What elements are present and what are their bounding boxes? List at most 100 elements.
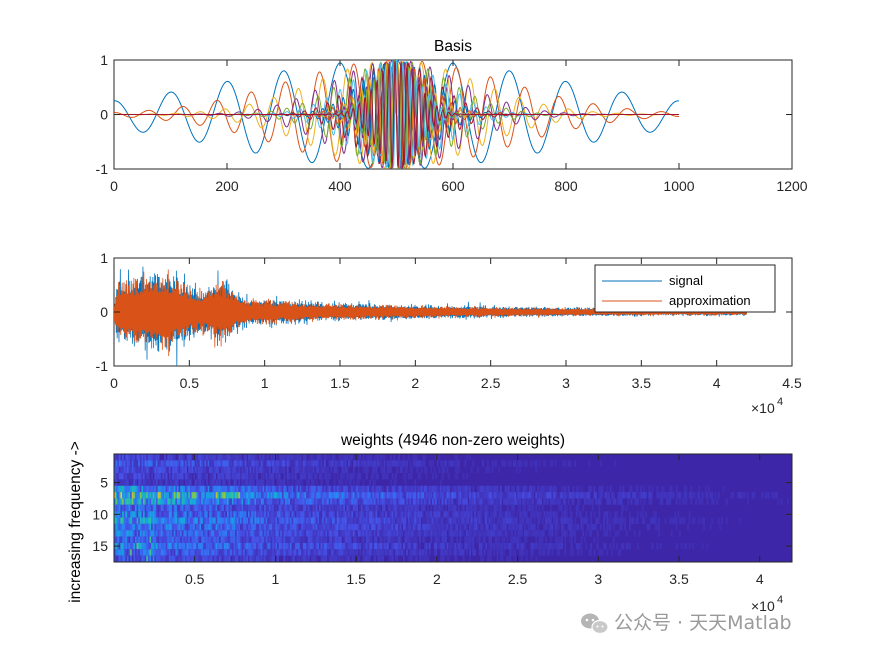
heatmap-cell — [536, 523, 539, 531]
heatmap-cell — [306, 530, 309, 537]
heatmap-cell — [362, 485, 365, 493]
heatmap-cell — [622, 517, 625, 524]
signal-series — [114, 266, 748, 366]
heatmap-cell — [138, 530, 141, 537]
heatmap-cell — [259, 454, 262, 461]
heatmap-cell — [336, 523, 339, 531]
heatmap-cell — [214, 498, 216, 505]
heatmap-cell — [126, 479, 129, 486]
heatmap-cell — [390, 498, 392, 505]
heatmap-cell — [141, 498, 144, 505]
heatmap-cell — [494, 536, 497, 543]
heatmap-cell — [315, 511, 318, 518]
heatmap-cell — [277, 485, 279, 493]
heatmap-cell — [223, 523, 226, 531]
heatmap-cell — [617, 549, 620, 556]
heatmap-cell — [404, 473, 407, 480]
heatmap-cell — [470, 523, 473, 531]
heatmap-cell — [193, 492, 196, 499]
heatmap-cell — [494, 511, 497, 518]
heatmap-cell — [422, 504, 425, 512]
heatmap-cell — [183, 517, 186, 524]
heatmap-cell — [398, 549, 401, 556]
heatmap-cell — [268, 479, 271, 486]
heatmap-cell — [444, 536, 447, 543]
heatmap-cell — [357, 473, 360, 480]
heatmap-cell — [162, 473, 165, 480]
heatmap-cell — [407, 498, 410, 505]
heatmap-cell — [401, 485, 404, 493]
heatmap-cell — [225, 498, 228, 505]
heatmap-cell — [556, 536, 559, 543]
heatmap-cell — [173, 454, 176, 461]
heatmap-cell — [346, 530, 349, 537]
heatmap-cell — [738, 517, 741, 524]
heatmap-cell — [359, 542, 362, 550]
heatmap-cell — [265, 530, 268, 537]
heatmap-cell — [168, 498, 171, 505]
heatmap-cell — [496, 492, 499, 499]
heatmap-cell — [549, 523, 552, 531]
heatmap-cell — [173, 498, 176, 505]
heatmap-cell — [123, 530, 126, 537]
heatmap-cell — [256, 498, 258, 505]
heatmap-cell — [155, 454, 158, 461]
heatmap-cell — [351, 473, 354, 480]
heatmap-cell — [340, 536, 342, 543]
heatmap-cell — [189, 517, 192, 524]
heatmap-cell — [131, 549, 134, 556]
heatmap-cell — [456, 542, 459, 550]
heatmap-cell — [217, 485, 220, 493]
heatmap-cell — [515, 466, 518, 474]
heatmap-cell — [302, 542, 305, 550]
heatmap-cell — [293, 473, 296, 480]
heatmap-cell — [306, 542, 309, 550]
heatmap-cell — [291, 485, 294, 493]
heatmap-cell — [656, 523, 659, 531]
heatmap-cell — [391, 523, 394, 531]
heatmap-cell — [638, 492, 641, 499]
heatmap-cell — [212, 479, 215, 486]
heatmap-cell — [147, 536, 150, 543]
heatmap-cell — [432, 530, 434, 537]
heatmap-cell — [193, 466, 196, 474]
heatmap-cell — [134, 454, 137, 461]
heatmap-cell — [296, 511, 299, 518]
heatmap-cell — [672, 517, 675, 524]
heatmap-cell — [388, 549, 391, 556]
heatmap-cell — [493, 485, 496, 493]
heatmap-cell — [270, 492, 273, 499]
heatmap-cell — [239, 536, 242, 543]
heatmap-cell — [662, 492, 665, 499]
heatmap-cell — [427, 511, 430, 518]
heatmap-cell — [223, 517, 226, 524]
heatmap-cell — [538, 549, 541, 556]
heatmap-cell — [172, 473, 175, 480]
heatmap-cell — [364, 517, 367, 524]
heatmap-cell — [291, 542, 294, 550]
heatmap-cell — [473, 523, 476, 531]
heatmap-cell — [436, 530, 439, 537]
heatmap-cell — [251, 511, 254, 518]
heatmap-cell — [283, 555, 286, 562]
heatmap-cell — [446, 517, 449, 524]
heatmap-cell — [322, 498, 325, 505]
watermark: 公众号 · 天天Matlab — [581, 612, 792, 635]
heatmap-cell — [569, 492, 572, 499]
heatmap-cell — [373, 460, 376, 467]
heatmap-cell — [331, 498, 334, 505]
heatmap-cell — [252, 530, 255, 537]
heatmap-cell — [438, 517, 441, 524]
heatmap-cell — [134, 523, 137, 531]
heatmap-cell — [512, 536, 515, 543]
heatmap-cell — [115, 536, 118, 543]
heatmap-cell — [144, 523, 147, 531]
heatmap-cell — [312, 466, 315, 474]
heatmap-cell — [214, 485, 216, 493]
heatmap-cell — [417, 473, 420, 480]
heatmap-cell — [289, 517, 292, 524]
heatmap-cell — [225, 555, 228, 562]
heatmap-cell — [310, 542, 313, 550]
heatmap-cell — [590, 498, 593, 505]
heatmap-cell — [720, 517, 723, 524]
